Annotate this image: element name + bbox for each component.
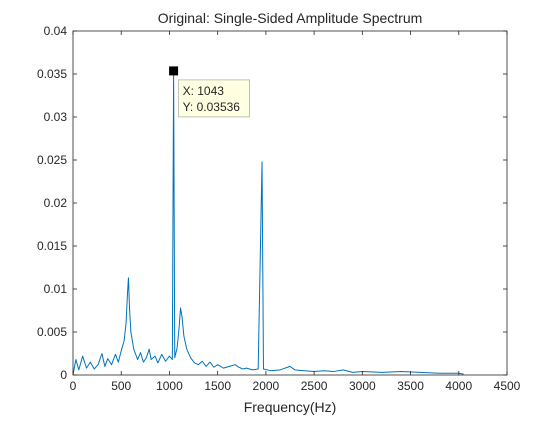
x-tick-label: 2500 bbox=[301, 379, 328, 393]
y-tick-label: 0.01 bbox=[44, 282, 68, 296]
y-tick-label: 0 bbox=[60, 368, 67, 382]
y-tick-label: 0.025 bbox=[37, 153, 67, 167]
y-tick-label: 0.035 bbox=[37, 67, 67, 81]
x-tick-label: 4500 bbox=[494, 379, 521, 393]
y-tick-label: 0.03 bbox=[44, 110, 68, 124]
chart-title: Original: Single-Sided Amplitude Spectru… bbox=[158, 10, 423, 26]
x-tick-label: 4000 bbox=[445, 379, 472, 393]
datatip-marker[interactable] bbox=[169, 66, 178, 75]
x-tick-label: 1000 bbox=[156, 379, 183, 393]
y-tick-label: 0.02 bbox=[44, 196, 68, 210]
x-tick-label: 2000 bbox=[253, 379, 280, 393]
y-tick-label: 0.005 bbox=[37, 325, 67, 339]
x-tick-label: 3000 bbox=[349, 379, 376, 393]
x-tick-label: 500 bbox=[111, 379, 131, 393]
datatip-y-text: Y: 0.03536 bbox=[183, 100, 241, 114]
x-tick-label: 1500 bbox=[204, 379, 231, 393]
y-tick-label: 0.015 bbox=[37, 239, 67, 253]
x-tick-label: 3500 bbox=[397, 379, 424, 393]
y-tick-label: 0.04 bbox=[44, 24, 68, 38]
x-tick-label: 0 bbox=[70, 379, 77, 393]
x-axis-label: Frequency(Hz) bbox=[244, 399, 337, 415]
datatip-x-text: X: 1043 bbox=[183, 84, 225, 98]
